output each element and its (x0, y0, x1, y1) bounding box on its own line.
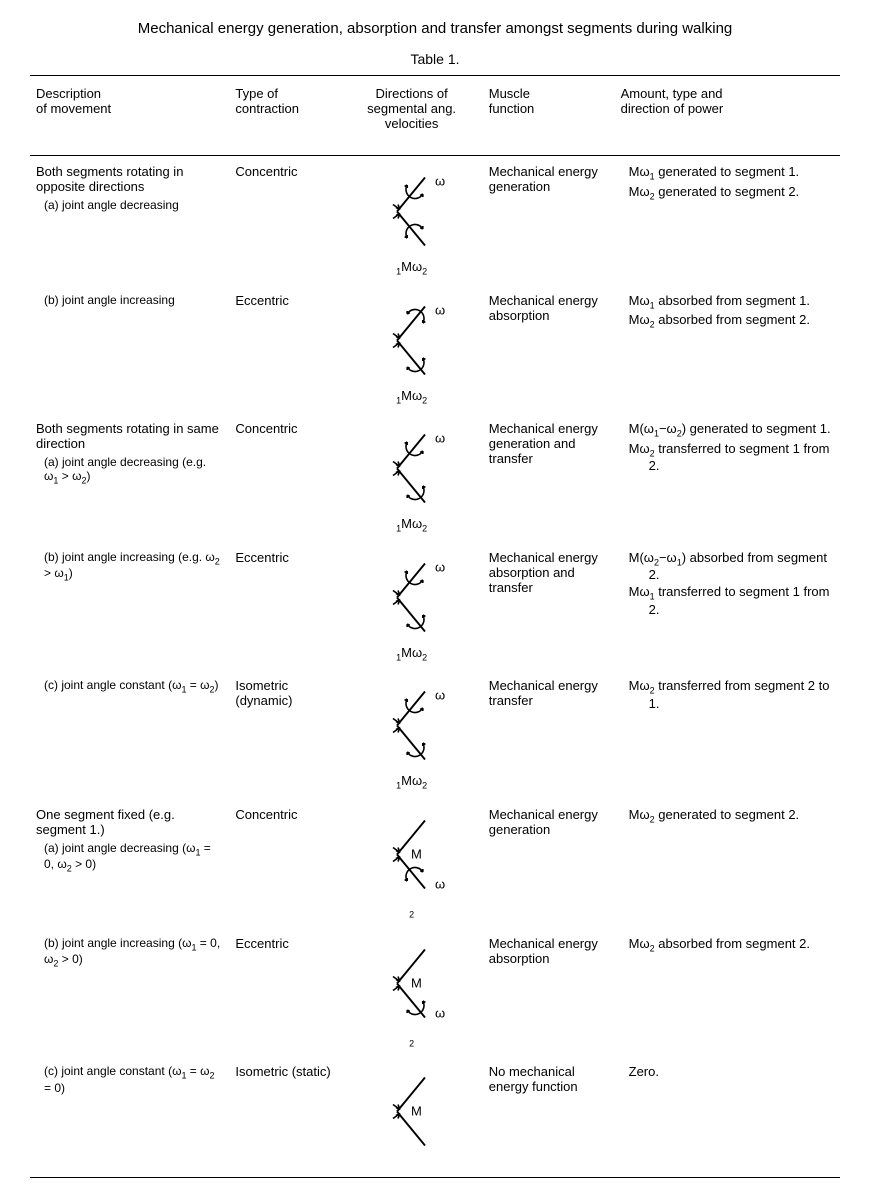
cell-function: Mechanical energy absorption (483, 928, 615, 1057)
cell-function: Mechanical energy generation and transfe… (483, 413, 615, 542)
cell-contraction: Concentric (229, 156, 340, 285)
svg-text:ω: ω (435, 876, 445, 891)
table-caption: Table 1. (30, 51, 840, 67)
cell-power: Zero. (615, 1056, 840, 1178)
cell-diagram: Mω2 (340, 928, 482, 1057)
cell-power: Mω2 absorbed from segment 2. (615, 928, 840, 1057)
table-row: Both segments rotating in same direction… (30, 413, 840, 542)
svg-text:ω: ω (435, 431, 445, 446)
table-row: (c) joint angle constant (ω1 = ω2 = 0)Is… (30, 1056, 840, 1178)
table-row: (b) joint angle increasing (ω1 = 0, ω2 >… (30, 928, 840, 1057)
cell-description: (b) joint angle increasing (ω1 = 0, ω2 >… (30, 928, 229, 1057)
cell-description: (c) joint angle constant (ω1 = ω2) (30, 670, 229, 799)
svg-text:ω: ω (435, 1005, 445, 1020)
cell-contraction: Isometric (static) (229, 1056, 340, 1178)
header-diag: Directions ofsegmental ang.velocities (340, 76, 482, 156)
cell-contraction: Isometric (dynamic) (229, 670, 340, 799)
cell-function: Mechanical energy absorption (483, 285, 615, 414)
cell-contraction: Eccentric (229, 928, 340, 1057)
cell-power: Mω2 generated to segment 2. (615, 799, 840, 928)
cell-function: Mechanical energy absorption and transfe… (483, 542, 615, 671)
cell-diagram: Mω2 (340, 799, 482, 928)
table-row: (b) joint angle increasingEccentric ω1Mω… (30, 285, 840, 414)
svg-text:ω: ω (435, 559, 445, 574)
cell-description: Both segments rotating in opposite direc… (30, 156, 229, 285)
svg-text:M: M (411, 846, 422, 861)
cell-contraction: Concentric (229, 799, 340, 928)
cell-power: M(ω2−ω1) absorbed from segment 2.Mω1 tra… (615, 542, 840, 671)
cell-diagram: ω1Mω2 (340, 285, 482, 414)
header-power: Amount, type anddirection of power (615, 76, 840, 156)
svg-text:ω: ω (435, 174, 445, 189)
energy-table: Descriptionof movement Type ofcontractio… (30, 75, 840, 1178)
table-row: One segment fixed (e.g. segment 1.)(a) j… (30, 799, 840, 928)
cell-diagram: ω1Mω2 (340, 542, 482, 671)
header-row: Descriptionof movement Type ofcontractio… (30, 76, 840, 156)
cell-contraction: Eccentric (229, 285, 340, 414)
cell-description: (c) joint angle constant (ω1 = ω2 = 0) (30, 1056, 229, 1178)
cell-function: Mechanical energy generation (483, 156, 615, 285)
header-func: Musclefunction (483, 76, 615, 156)
cell-diagram: ω1Mω2 (340, 413, 482, 542)
cell-diagram: M (340, 1056, 482, 1178)
cell-function: Mechanical energy generation (483, 799, 615, 928)
cell-diagram: ω1Mω2 (340, 670, 482, 799)
cell-power: Mω1 generated to segment 1.Mω2 generated… (615, 156, 840, 285)
header-contr: Type ofcontraction (229, 76, 340, 156)
cell-power: Mω1 absorbed from segment 1.Mω2 absorbed… (615, 285, 840, 414)
cell-contraction: Eccentric (229, 542, 340, 671)
cell-description: (b) joint angle increasing (30, 285, 229, 414)
cell-description: One segment fixed (e.g. segment 1.)(a) j… (30, 799, 229, 928)
svg-text:M: M (411, 975, 422, 990)
svg-text:ω: ω (435, 302, 445, 317)
svg-text:ω: ω (435, 688, 445, 703)
table-row: Both segments rotating in opposite direc… (30, 156, 840, 285)
table-row: (c) joint angle constant (ω1 = ω2)Isomet… (30, 670, 840, 799)
cell-diagram: ω1Mω2 (340, 156, 482, 285)
page-title: Mechanical energy generation, absorption… (30, 20, 840, 37)
cell-function: Mechanical energy transfer (483, 670, 615, 799)
svg-text:M: M (411, 1104, 422, 1119)
cell-function: No mechanical energy function (483, 1056, 615, 1178)
cell-power: Mω2 transferred from segment 2 to 1. (615, 670, 840, 799)
cell-description: Both segments rotating in same direction… (30, 413, 229, 542)
cell-description: (b) joint angle increasing (e.g. ω2 > ω1… (30, 542, 229, 671)
table-body: Both segments rotating in opposite direc… (30, 156, 840, 1178)
header-desc: Descriptionof movement (30, 76, 229, 156)
cell-power: M(ω1−ω2) generated to segment 1.Mω2 tran… (615, 413, 840, 542)
table-row: (b) joint angle increasing (e.g. ω2 > ω1… (30, 542, 840, 671)
cell-contraction: Concentric (229, 413, 340, 542)
